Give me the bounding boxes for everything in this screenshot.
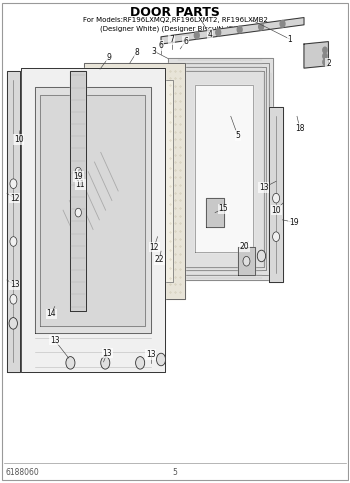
- Text: 2: 2: [326, 59, 331, 68]
- Circle shape: [243, 256, 250, 266]
- Circle shape: [280, 20, 285, 27]
- Polygon shape: [7, 71, 20, 371]
- Text: DOOR PARTS: DOOR PARTS: [130, 6, 220, 19]
- Text: 12: 12: [149, 243, 159, 252]
- Text: 10: 10: [271, 206, 281, 215]
- Text: 7: 7: [169, 35, 174, 44]
- Text: 14: 14: [47, 309, 56, 318]
- Circle shape: [194, 32, 199, 39]
- Polygon shape: [21, 68, 164, 371]
- Text: 13: 13: [102, 349, 112, 358]
- Text: 5: 5: [235, 131, 240, 140]
- Text: 5: 5: [173, 468, 177, 477]
- Polygon shape: [269, 107, 283, 283]
- Circle shape: [257, 250, 266, 262]
- Text: 19: 19: [289, 218, 298, 227]
- Text: 6: 6: [159, 41, 163, 50]
- Text: 3: 3: [152, 47, 156, 56]
- Circle shape: [156, 353, 166, 366]
- Circle shape: [9, 318, 18, 329]
- Text: 8: 8: [134, 48, 139, 57]
- Polygon shape: [40, 95, 145, 326]
- Text: 10: 10: [14, 135, 24, 144]
- Text: 13: 13: [146, 350, 155, 359]
- Polygon shape: [97, 80, 173, 283]
- Text: For Models:RF196LXMQ2,RF196LXMT2, RF196LXMB2
(Designer White) (Designer Biscuit): For Models:RF196LXMQ2,RF196LXMT2, RF196L…: [83, 17, 267, 32]
- Polygon shape: [70, 71, 86, 312]
- Polygon shape: [168, 58, 273, 280]
- Circle shape: [323, 53, 327, 59]
- Polygon shape: [186, 78, 259, 261]
- Circle shape: [10, 237, 17, 246]
- Polygon shape: [191, 82, 256, 256]
- Polygon shape: [238, 247, 255, 275]
- Circle shape: [75, 208, 82, 217]
- Circle shape: [237, 26, 242, 33]
- Circle shape: [66, 356, 75, 369]
- Text: 19: 19: [73, 172, 83, 181]
- Circle shape: [75, 167, 82, 176]
- Text: 1: 1: [288, 35, 292, 44]
- Polygon shape: [180, 67, 266, 270]
- Text: 4: 4: [208, 30, 212, 39]
- Circle shape: [323, 59, 327, 65]
- Text: 13: 13: [50, 336, 60, 345]
- Circle shape: [10, 295, 17, 304]
- Text: 20: 20: [240, 242, 250, 251]
- Text: 15: 15: [218, 204, 228, 213]
- Text: 9: 9: [106, 53, 111, 62]
- Circle shape: [323, 47, 327, 53]
- Polygon shape: [35, 87, 150, 333]
- Polygon shape: [206, 198, 224, 227]
- Text: 13: 13: [10, 280, 20, 289]
- Polygon shape: [175, 63, 269, 275]
- Polygon shape: [84, 63, 186, 299]
- Text: 18: 18: [295, 124, 304, 133]
- Circle shape: [273, 193, 280, 203]
- Polygon shape: [178, 73, 262, 266]
- Text: 12: 12: [10, 194, 19, 203]
- Text: 11: 11: [76, 180, 85, 189]
- Polygon shape: [185, 71, 264, 267]
- Text: 6: 6: [183, 37, 188, 46]
- Circle shape: [259, 23, 264, 30]
- Text: 6188060: 6188060: [6, 468, 40, 477]
- Circle shape: [273, 232, 280, 242]
- Text: 13: 13: [259, 183, 269, 192]
- Circle shape: [135, 356, 145, 369]
- Circle shape: [101, 356, 110, 369]
- Polygon shape: [304, 42, 328, 68]
- Circle shape: [10, 179, 17, 188]
- Text: 22: 22: [155, 256, 164, 264]
- Circle shape: [216, 29, 220, 36]
- Polygon shape: [161, 17, 304, 44]
- Polygon shape: [195, 85, 253, 252]
